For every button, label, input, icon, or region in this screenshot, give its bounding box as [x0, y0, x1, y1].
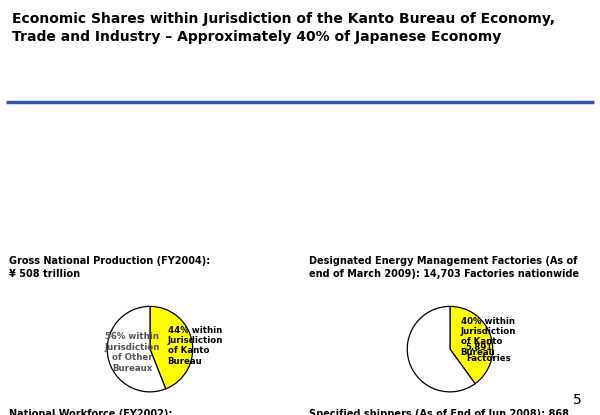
- Wedge shape: [150, 306, 193, 389]
- Text: Economic Shares within Jurisdiction of the Kanto Bureau of Economy,
Trade and In: Economic Shares within Jurisdiction of t…: [12, 12, 555, 44]
- Text: 5,891
Factories: 5,891 Factories: [466, 343, 511, 363]
- Text: Specified shippers (As of End of Jun 2008): 868
Companies nationwide: Specified shippers (As of End of Jun 200…: [309, 409, 569, 415]
- Text: 5: 5: [573, 393, 582, 407]
- Wedge shape: [107, 306, 166, 392]
- Text: 40% within
Jurisdiction
of Kanto
Bureau: 40% within Jurisdiction of Kanto Bureau: [461, 317, 516, 357]
- Text: Gross National Production (FY2004):
¥ 508 trillion: Gross National Production (FY2004): ¥ 50…: [9, 256, 210, 278]
- Text: 44% within
Jurisdiction
of Kanto
Bureau: 44% within Jurisdiction of Kanto Bureau: [167, 326, 223, 366]
- Wedge shape: [407, 306, 475, 392]
- Text: Designated Energy Management Factories (As of
end of March 2009): 14,703 Factori: Designated Energy Management Factories (…: [309, 256, 579, 278]
- Text: National Workforce (FY2002):
65,010,000 persons: National Workforce (FY2002): 65,010,000 …: [9, 409, 172, 415]
- Text: 56% within
Jurisdiction
of Other
Bureaux: 56% within Jurisdiction of Other Bureaux: [104, 332, 160, 373]
- Wedge shape: [450, 306, 493, 384]
